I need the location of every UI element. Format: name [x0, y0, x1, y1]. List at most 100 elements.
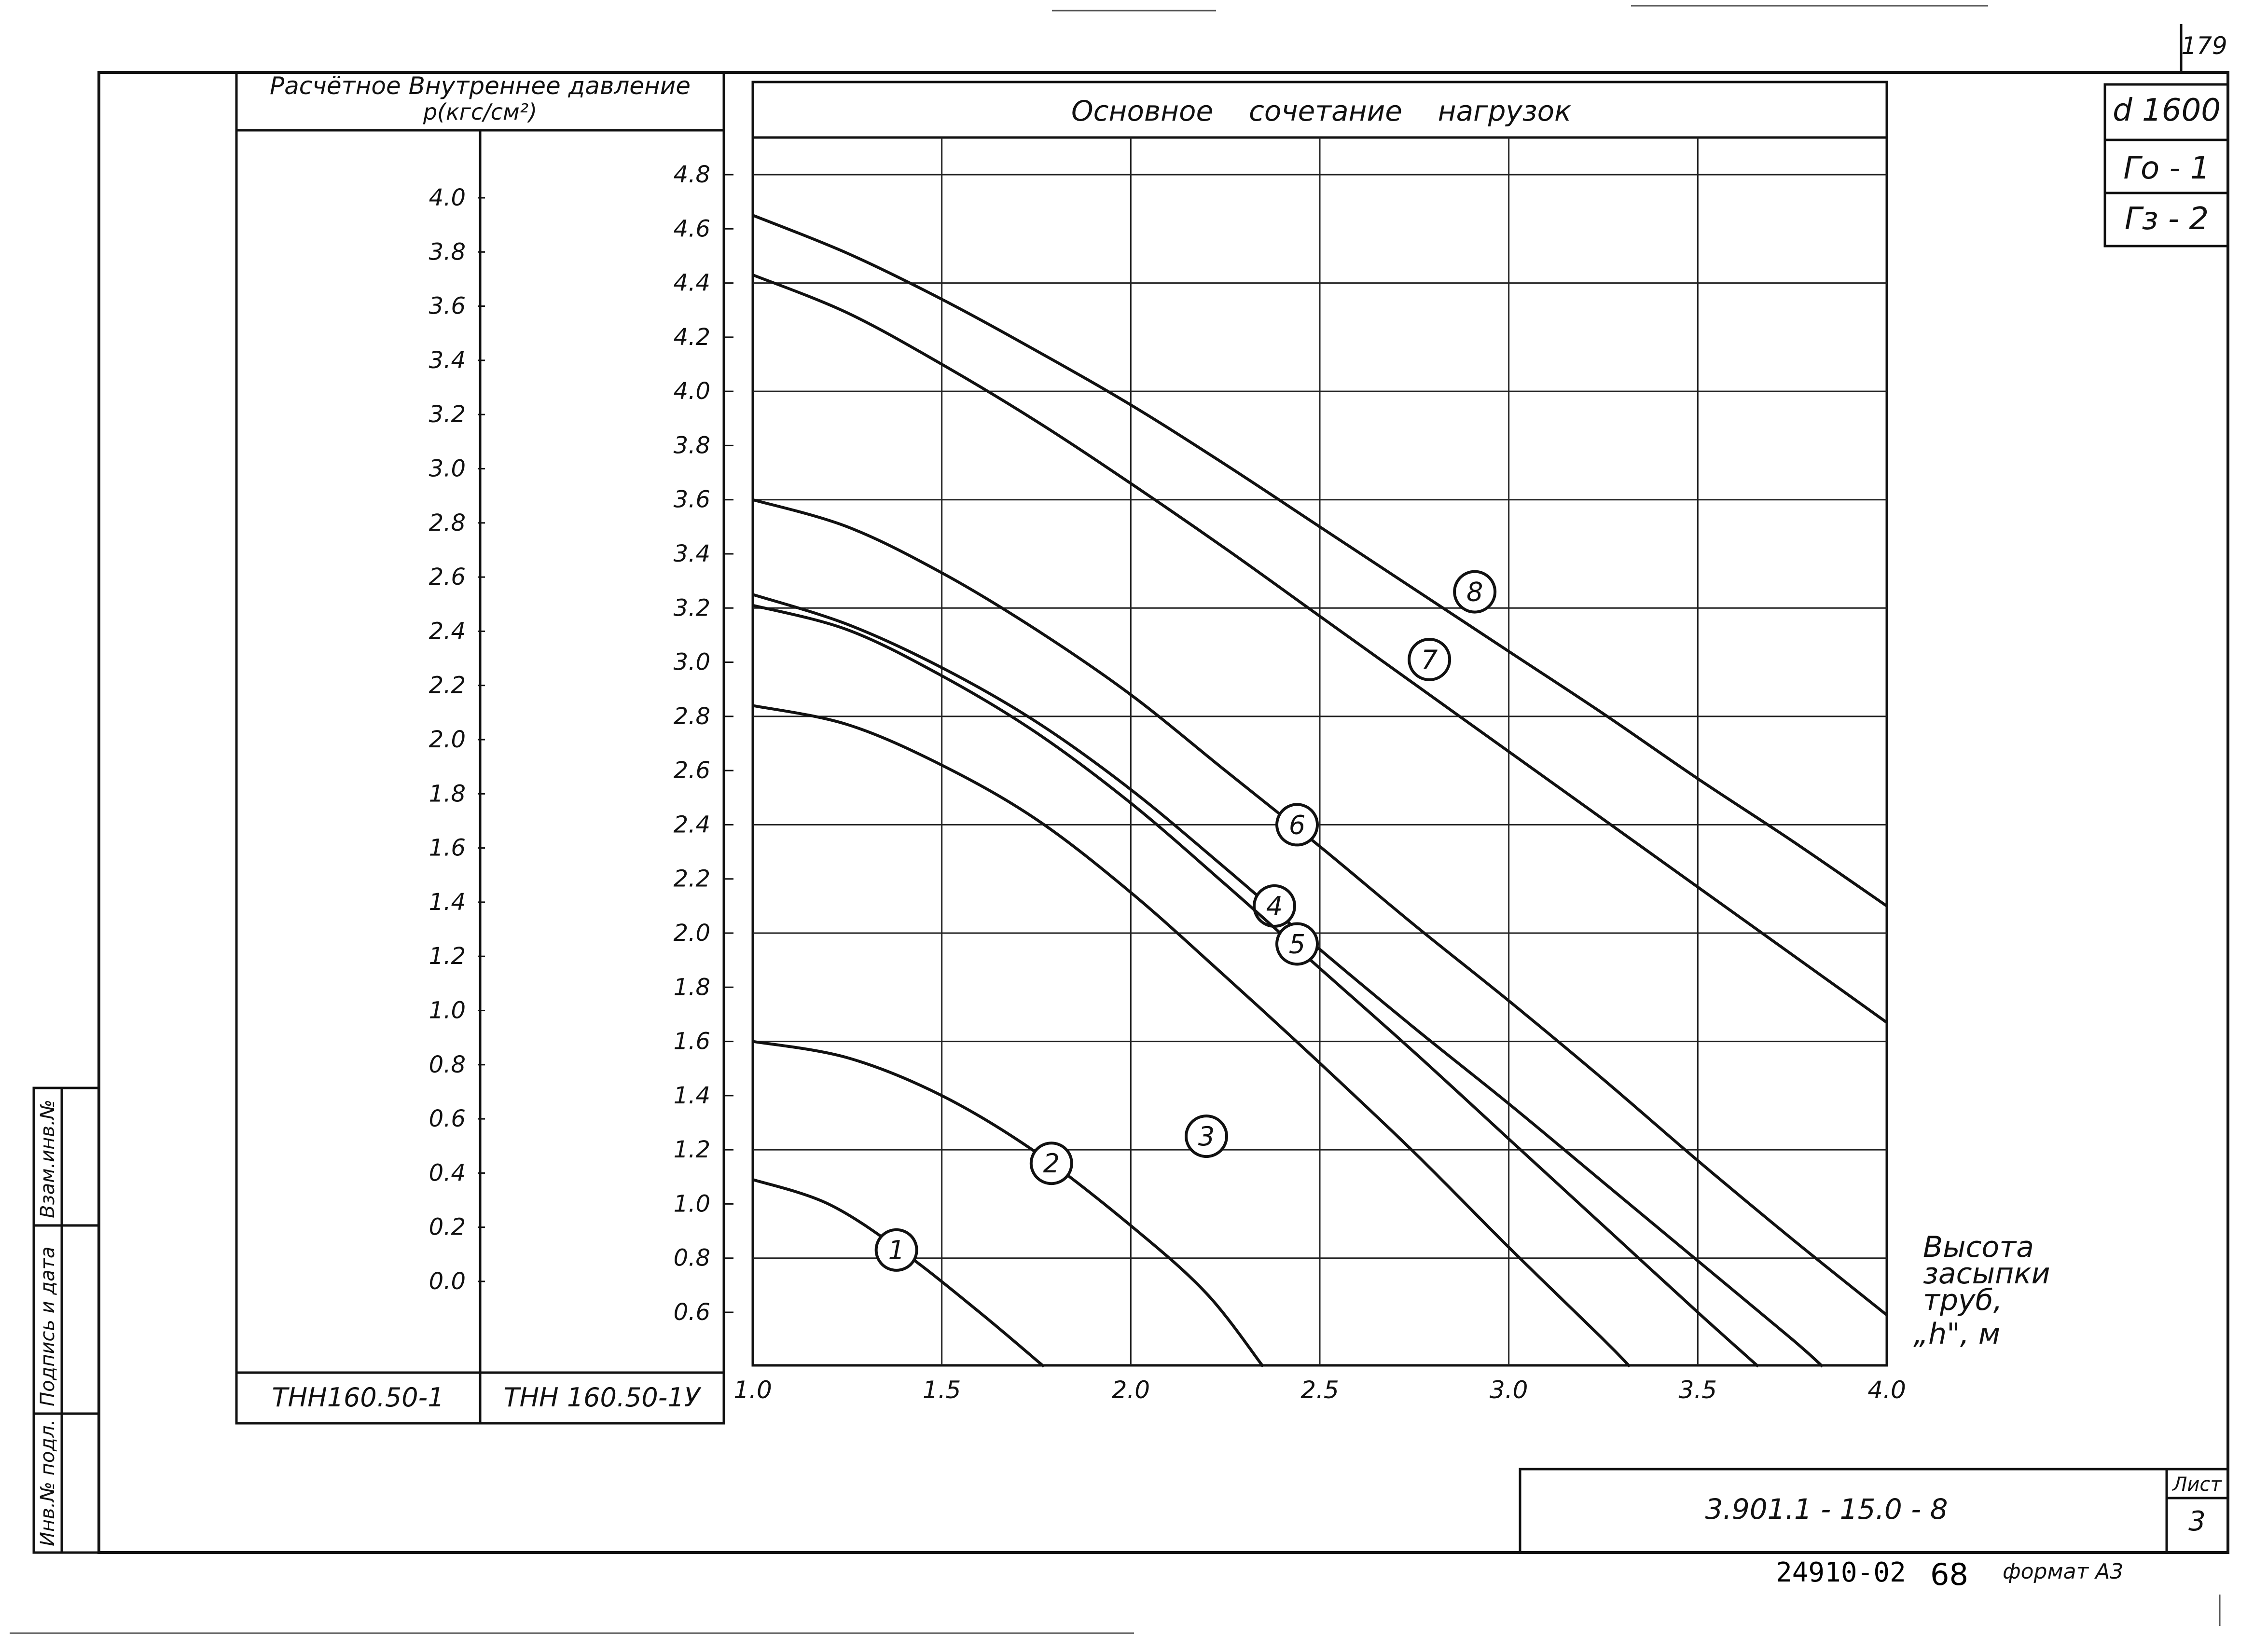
x-tick-label: 1.0 [733, 1376, 772, 1404]
x-tick-label: 3.5 [1679, 1376, 1717, 1404]
col1-footer: ТНН160.50-1 [272, 1382, 444, 1413]
x-tick-label: 3.0 [1490, 1376, 1528, 1404]
x-axis-label-line: труб, [1923, 1283, 2003, 1317]
x-axis-label-line: Высота [1923, 1230, 2034, 1264]
curve-label-8: 8 [1466, 577, 1483, 607]
col2-tick-label: 4.0 [674, 378, 710, 405]
col1-tick-label: 0.8 [429, 1051, 466, 1078]
side-label-inventory: Инв.№ подл. [37, 1419, 59, 1546]
curve-marker-3 [1185, 1114, 1228, 1158]
col2-tick-label: 2.4 [674, 811, 710, 838]
col1-tick-label: 0.0 [429, 1268, 466, 1295]
col2-tick-label: 3.6 [674, 486, 710, 513]
x-axis-label-line: засыпки [1923, 1257, 2050, 1291]
curve-8 [752, 214, 1888, 908]
chart-title: Основное сочетание нагрузок [1071, 95, 1571, 127]
stamp-g3: Γз - 2 [2125, 201, 2209, 237]
x-tick-label: 2.5 [1300, 1376, 1339, 1404]
curve-marker-6 [1275, 803, 1319, 847]
col2-tick-label: 4.8 [674, 161, 710, 188]
title-block [1519, 1468, 2229, 1554]
col2-tick-label: 1.6 [674, 1028, 710, 1055]
curve-marker-8 [1453, 570, 1497, 614]
col2-tick-label: 2.8 [674, 703, 710, 730]
chart-grid [753, 138, 1887, 1365]
col2-footer: ТНН 160.50-1У [503, 1382, 701, 1413]
col2-tick-label: 1.2 [674, 1136, 710, 1163]
col1-tick-label: 4.0 [429, 184, 466, 211]
col2-tick-label: 4.4 [674, 270, 710, 297]
pressure-panel [235, 71, 725, 1425]
col1-tick-label: 1.8 [429, 780, 466, 807]
col2-tick-label: 3.2 [674, 594, 710, 621]
side-label-replace: Взам.инв.№ [37, 1100, 59, 1218]
bottom-code: 24910-02 [1776, 1557, 1906, 1588]
col1-tick-label: 0.2 [429, 1214, 466, 1241]
curve-5 [752, 604, 1759, 1368]
col1-tick-label: 0.4 [429, 1159, 466, 1186]
curve-3 [752, 704, 1631, 1368]
x-axis-label-line: „h", м [1913, 1317, 2000, 1351]
col1-tick-label: 2.6 [429, 564, 466, 591]
curve-marker-5 [1275, 922, 1319, 966]
col1-tick-label: 2.4 [429, 618, 466, 645]
col2-tick-label: 2.6 [674, 757, 710, 784]
doc-code: 3.901.1 - 15.0 - 8 [1705, 1493, 1948, 1526]
col2-tick-label: 0.8 [674, 1245, 710, 1272]
curve-label-5: 5 [1289, 929, 1305, 959]
format-label: формат A3 [2003, 1559, 2123, 1584]
curve-marker-7 [1408, 637, 1452, 681]
col2-tick-label: 0.6 [674, 1299, 710, 1326]
pressure-scale-col2: 4.8 4.6 4.4 4.2 4.0 3.8 3.6 3.4 3.2 3.0 2.8 2.6 2.4 2… [674, 161, 733, 1326]
curve-label-2: 2 [1043, 1148, 1060, 1179]
sheet-frame [97, 71, 2229, 1554]
chart-curves: 1 2 3 45 6 7 8 [752, 214, 1888, 1368]
col1-tick-label: 3.4 [429, 347, 466, 374]
col1-tick-label: 1.2 [429, 943, 466, 970]
curve-1 [752, 1178, 1045, 1368]
col1-tick-label: 1.0 [429, 997, 466, 1024]
col1-tick-label: 3.6 [429, 293, 466, 320]
stamp-box [2103, 83, 2229, 248]
col2-tick-label: 4.6 [674, 215, 710, 242]
bottom-number: 68 [1930, 1557, 1968, 1592]
col2-tick-label: 3.4 [674, 540, 710, 567]
curve-marker-1 [874, 1228, 918, 1272]
x-tick-label: 2.0 [1112, 1376, 1150, 1404]
sheet-number: 3 [2188, 1506, 2206, 1537]
curve-label-6: 6 [1289, 810, 1305, 840]
pressure-scale-col1: 4.0 3.8 3.6 3.4 3.2 3.0 2.8 2.6 2.4 2.2 2.0 1.8 1.6 1… [429, 184, 485, 1295]
stamp-g0: Γo - 1 [2123, 151, 2210, 186]
curve-label-7: 7 [1421, 645, 1438, 675]
pressure-header-line2: p(кгс/см²) [423, 99, 537, 125]
stamp-diameter: d 1600 [2113, 93, 2221, 128]
col2-tick-label: 1.4 [674, 1082, 710, 1109]
col2-tick-label: 4.2 [674, 324, 710, 351]
col2-tick-label: 2.0 [674, 920, 710, 947]
col2-tick-label: 1.8 [674, 974, 710, 1001]
x-tick-label: 4.0 [1867, 1376, 1906, 1404]
col2-tick-label: 3.8 [674, 432, 710, 459]
sheet-label: Лист [2171, 1473, 2222, 1496]
pressure-header-line1: Расчётное Внутреннее давление [270, 72, 691, 100]
side-stamp-strip [32, 1087, 100, 1554]
col1-tick-label: 2.2 [429, 672, 466, 699]
curve-label-3: 3 [1198, 1121, 1215, 1152]
col1-tick-label: 0.6 [429, 1105, 466, 1132]
x-tick-label: 1.5 [923, 1376, 961, 1404]
scan-artifacts [10, 5, 2221, 1634]
col1-tick-label: 1.4 [429, 889, 466, 916]
col1-tick-label: 3.2 [429, 401, 466, 428]
side-label-signature: Подпись и дата [37, 1247, 59, 1406]
x-axis-ticks: 1.0 1.5 2.0 2.5 3.0 3.5 4.0 [733, 1376, 1906, 1404]
curve-label-1: 1 [888, 1235, 904, 1266]
curve-6 [752, 498, 1888, 1316]
col1-tick-label: 1.6 [429, 835, 466, 862]
curve-marker-2 [1029, 1142, 1073, 1185]
col2-tick-label: 3.0 [674, 649, 710, 676]
page-number: 179 [2181, 32, 2227, 60]
col1-tick-label: 2.8 [429, 509, 466, 536]
col1-tick-label: 3.0 [429, 455, 466, 482]
